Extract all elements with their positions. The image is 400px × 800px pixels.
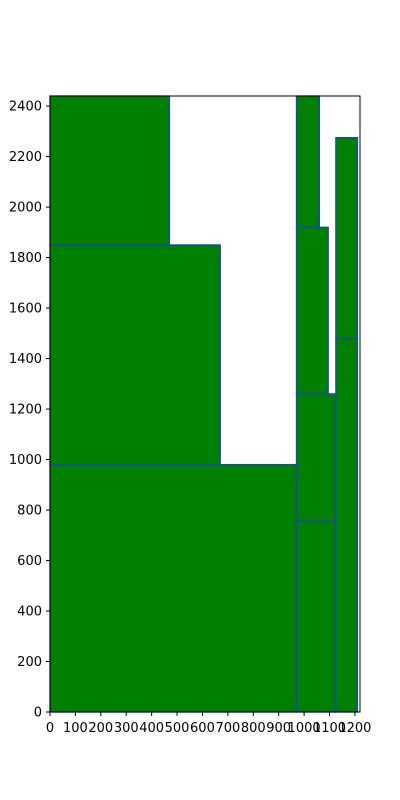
x-tick-label-0: 0	[46, 721, 54, 736]
y-tick-label-1: 200	[17, 655, 42, 670]
y-tick-label-6: 1200	[9, 403, 42, 418]
rect-5	[295, 226, 329, 395]
rectangles-layer	[49, 95, 359, 713]
y-tick-label-11: 2200	[9, 150, 42, 165]
rect-1	[49, 244, 221, 466]
y-tick-label-5: 1000	[9, 453, 42, 468]
plot-frame	[49, 95, 361, 713]
x-tick-label-11: 1100	[313, 721, 346, 736]
y-tick-label-7: 1400	[9, 352, 42, 367]
y-tick-label-10: 2000	[9, 201, 42, 216]
x-tick-label-3: 300	[114, 721, 139, 736]
axes: 0 100 200 300 400 500 600 700 800 900100011001200…	[9, 95, 371, 736]
y-tick-label-9: 1800	[9, 251, 42, 266]
x-tick-label-7: 700	[215, 721, 240, 736]
x-tick-label-12: 1200	[338, 721, 371, 736]
rect-8	[335, 137, 359, 340]
x-tick-label-5: 500	[165, 721, 190, 736]
x-tick-label-1: 100	[63, 721, 88, 736]
rect-4	[295, 393, 337, 523]
rect-6	[295, 95, 320, 228]
x-tick-label-10: 1000	[288, 721, 321, 736]
y-tick-label-3: 600	[17, 554, 42, 569]
x-tick-label-2: 200	[88, 721, 113, 736]
x-tick-label-8: 800	[241, 721, 266, 736]
y-tick-label-0: 0	[34, 706, 42, 721]
x-tick-label-6: 600	[190, 721, 215, 736]
y-tick-label-8: 1600	[9, 302, 42, 317]
x-tick-label-4: 400	[139, 721, 164, 736]
rect-2	[49, 95, 171, 246]
y-tick-label-12: 2400	[9, 100, 42, 115]
y-tick-label-2: 400	[17, 605, 42, 620]
rect-7	[335, 337, 359, 713]
x-tick-label-9: 900	[266, 721, 291, 736]
rect-0	[49, 463, 298, 713]
rect-3	[295, 520, 337, 713]
y-tick-label-4: 800	[17, 504, 42, 519]
